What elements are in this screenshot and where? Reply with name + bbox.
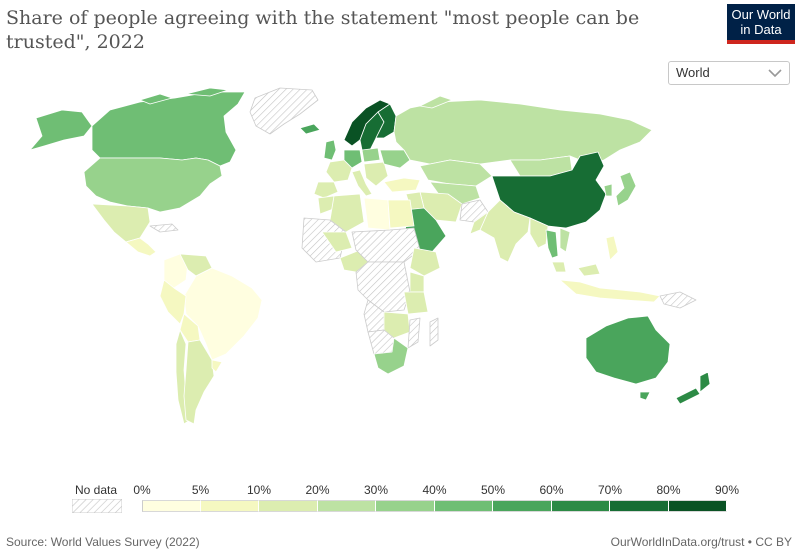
owid-logo[interactable]: Our World in Data xyxy=(727,4,795,44)
country-canada[interactable] xyxy=(91,91,246,167)
world-map xyxy=(29,87,711,425)
map-legend: No data 0% 5% 10% 20% 30% 40% 50% 60% 70% 80% 90% xyxy=(0,480,800,520)
legend-tick-label: 50% xyxy=(480,483,506,497)
legend-bin-7[interactable] xyxy=(551,500,610,512)
country-japan[interactable] xyxy=(615,171,637,207)
country-indonesia[interactable] xyxy=(559,279,661,303)
legend-bin-9[interactable] xyxy=(668,500,727,512)
chevron-down-icon xyxy=(768,69,782,78)
country-new-zealand[interactable] xyxy=(675,371,711,405)
country-italy[interactable] xyxy=(351,169,373,197)
legend-tick-label: 80% xyxy=(656,483,681,497)
country-uruguay[interactable] xyxy=(211,359,223,373)
legend-no-data-swatch[interactable] xyxy=(72,499,122,513)
legend-tick-label: 10% xyxy=(246,483,272,497)
region-selector-value: World xyxy=(676,65,710,80)
legend-bin-4[interactable] xyxy=(376,500,435,512)
legend-bin-2[interactable] xyxy=(259,500,318,512)
country-australia[interactable] xyxy=(585,315,671,385)
legend-tick-label: 90% xyxy=(714,483,740,497)
legend-bin-8[interactable] xyxy=(610,500,669,512)
country-mozambique[interactable] xyxy=(407,317,421,349)
logo-line-1: Our World xyxy=(731,7,791,22)
legend-no-data-label: No data xyxy=(75,483,118,497)
country-cuba[interactable] xyxy=(149,223,179,233)
legend-tick-label: 70% xyxy=(597,483,623,497)
country-spain[interactable] xyxy=(313,181,339,199)
country-russia[interactable] xyxy=(393,99,653,165)
legend-tick-label: 5% xyxy=(191,483,210,497)
logo-line-2: in Data xyxy=(740,22,782,37)
country-finland[interactable] xyxy=(375,103,397,139)
country-mali[interactable] xyxy=(321,231,353,253)
country-iceland[interactable] xyxy=(299,123,321,135)
country-algeria[interactable] xyxy=(329,193,365,233)
country-germany[interactable] xyxy=(343,149,363,169)
country-russia-islands[interactable] xyxy=(419,95,453,109)
country-myanmar[interactable] xyxy=(529,217,549,249)
source-note: Source: World Values Survey (2022) xyxy=(6,535,200,549)
country-madagascar[interactable] xyxy=(429,317,439,347)
legend-bin-0[interactable] xyxy=(142,500,201,512)
country-pakistan[interactable] xyxy=(469,211,489,235)
country-uk[interactable] xyxy=(323,139,337,161)
country-greenland[interactable] xyxy=(249,87,319,135)
region-selector[interactable]: World xyxy=(668,61,790,85)
legend-color-scale xyxy=(142,500,727,512)
country-ethiopia[interactable] xyxy=(409,247,441,277)
country-brazil[interactable] xyxy=(183,267,263,361)
country-south-africa[interactable] xyxy=(373,337,409,375)
country-usa[interactable] xyxy=(83,157,223,213)
country-tanzania[interactable] xyxy=(403,291,429,315)
legend-bin-3[interactable] xyxy=(317,500,376,512)
chart-title: Share of people agreeing with the statem… xyxy=(6,7,640,53)
country-poland[interactable] xyxy=(361,147,381,163)
legend-tick-label: 20% xyxy=(305,483,330,497)
country-central-africa[interactable] xyxy=(355,261,411,313)
country-peru[interactable] xyxy=(159,279,187,325)
country-guatemala[interactable] xyxy=(125,237,157,257)
legend-tick-label: 60% xyxy=(539,483,564,497)
country-ukraine[interactable] xyxy=(379,149,411,169)
country-libya[interactable] xyxy=(363,197,391,231)
country-vietnam[interactable] xyxy=(559,227,571,253)
country-philippines[interactable] xyxy=(605,235,619,261)
country-mexico[interactable] xyxy=(91,203,151,243)
country-thailand[interactable] xyxy=(545,229,559,259)
legend-tick-label: 30% xyxy=(363,483,389,497)
country-alaska[interactable] xyxy=(29,109,93,151)
legend-bin-6[interactable] xyxy=(493,500,552,512)
country-new-guinea[interactable] xyxy=(659,291,697,309)
country-canada-arctic[interactable] xyxy=(139,87,229,105)
country-balkans[interactable] xyxy=(363,161,389,187)
country-turkey[interactable] xyxy=(383,177,421,193)
country-kazakhstan[interactable] xyxy=(419,159,493,187)
legend-tick-label: 40% xyxy=(422,483,447,497)
attribution-note: OurWorldInData.org/trust • CC BY xyxy=(610,535,792,549)
country-malaysia[interactable] xyxy=(551,261,601,277)
country-zambia-zimbabwe[interactable] xyxy=(383,311,411,339)
legend-bin-1[interactable] xyxy=(200,500,259,512)
country-tasmania[interactable] xyxy=(639,391,651,401)
country-india[interactable] xyxy=(479,199,531,263)
country-south-korea[interactable] xyxy=(603,183,613,197)
country-argentina[interactable] xyxy=(183,339,215,425)
country-egypt[interactable] xyxy=(387,199,415,229)
country-kenya[interactable] xyxy=(409,271,425,293)
legend-tick-label: 0% xyxy=(133,483,151,497)
legend-bin-5[interactable] xyxy=(434,500,493,512)
